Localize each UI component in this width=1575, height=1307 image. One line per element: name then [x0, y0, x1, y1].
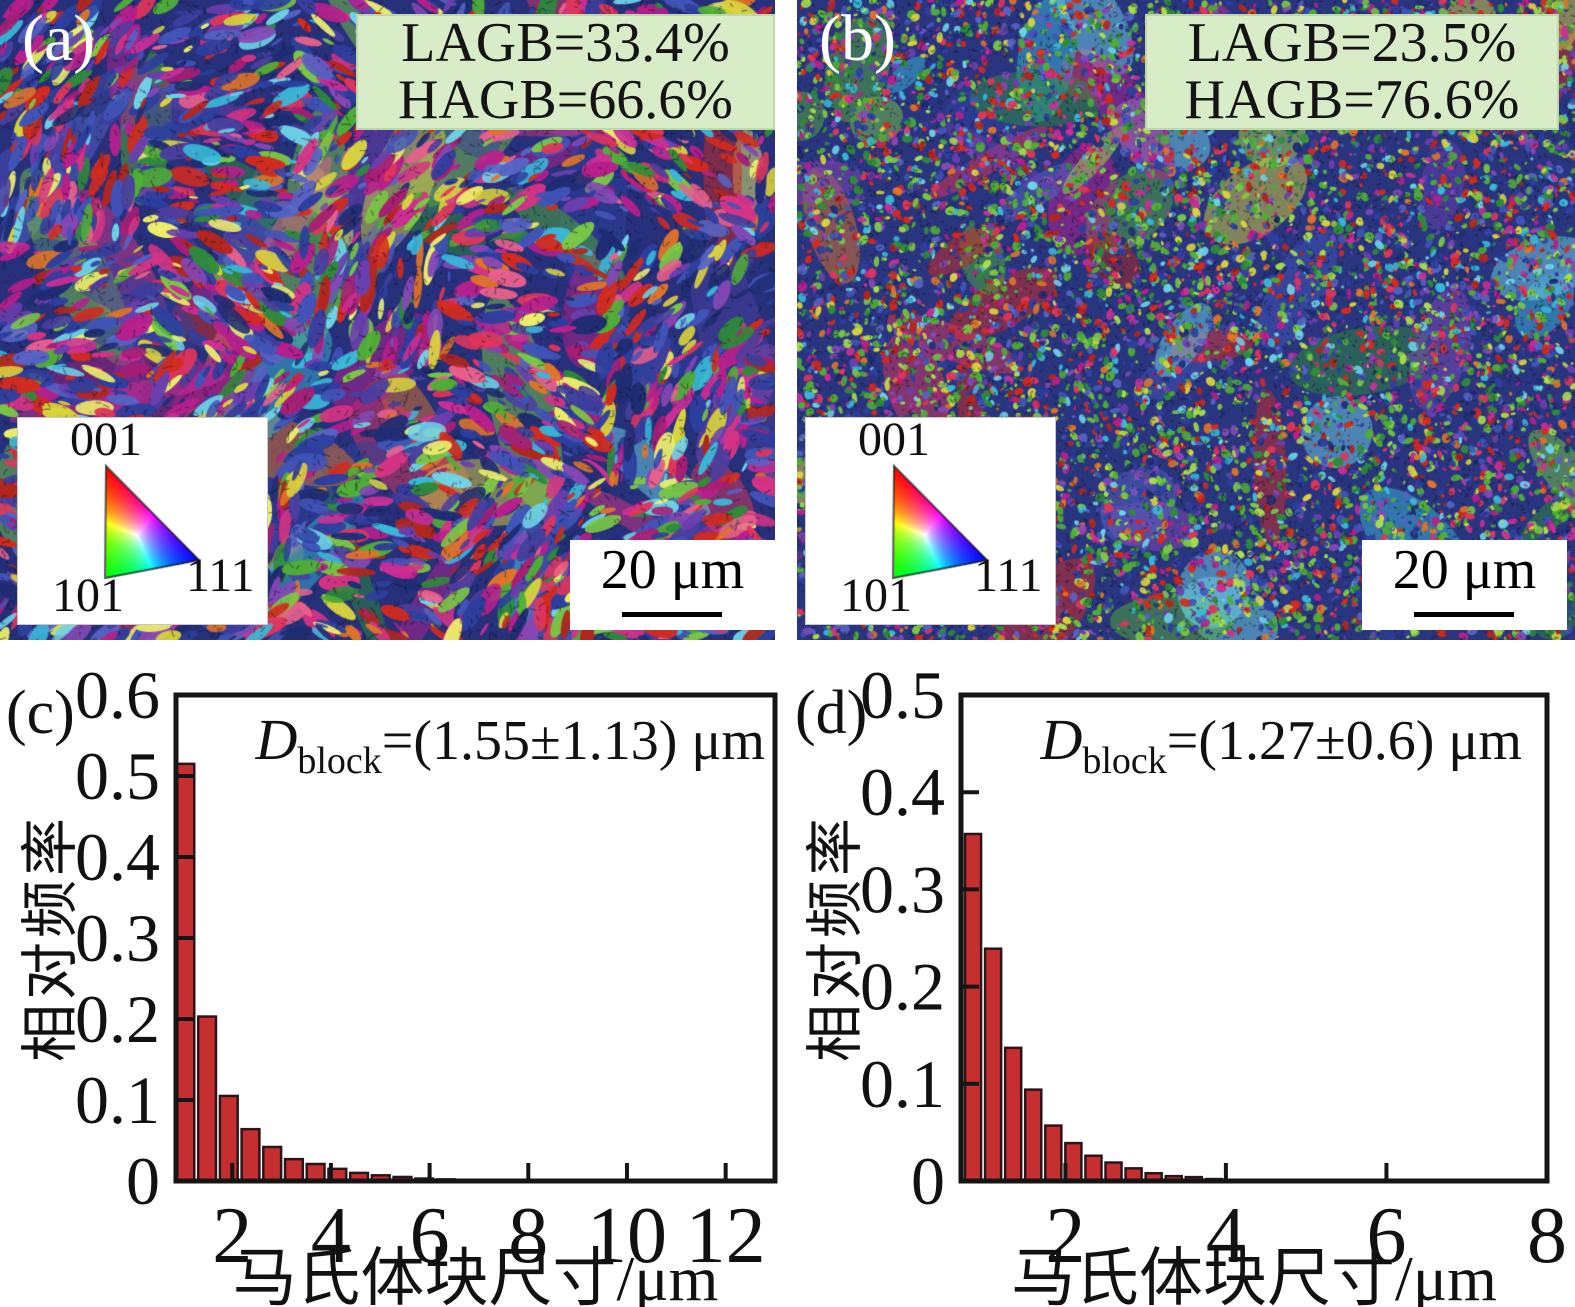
x-tick-label: 6	[410, 1192, 450, 1280]
panel-label-c: (c)	[6, 679, 75, 747]
panel-label-a: (a)	[22, 2, 96, 75]
y-tick-label: 0.4	[75, 819, 160, 895]
ipf-label-001: 001	[70, 413, 142, 466]
histogram-bar	[1003, 1046, 1023, 1183]
histogram-bar	[262, 1145, 283, 1183]
y-tick-label: 0.4	[860, 754, 945, 830]
x-tick-label: 8	[508, 1192, 548, 1280]
ipf-color-triangle	[18, 418, 269, 626]
histogram-bar	[240, 1127, 261, 1183]
ebsd-panel-a: (a) LAGB=33.4% HAGB=66.6% 001 101 111 20…	[0, 0, 775, 640]
x-tick-label: 2	[1045, 1192, 1085, 1280]
ipf-label-111: 111	[974, 549, 1043, 602]
hagb-stat: HAGB=66.6%	[398, 69, 733, 131]
histogram-bar	[218, 1094, 239, 1183]
y-tick-label: 0.5	[75, 738, 160, 814]
x-tick-label: 2	[212, 1192, 252, 1280]
scale-bar-label: 20 μm	[600, 539, 745, 601]
ipf-label-101: 101	[52, 569, 124, 622]
y-tick-label: 0	[126, 1143, 160, 1219]
histogram-bar	[196, 1015, 218, 1183]
boundary-stats-box-b: LAGB=23.5% HAGB=76.6%	[1145, 14, 1559, 130]
y-tick-label: 0	[911, 1143, 945, 1219]
scale-bar-line	[622, 612, 722, 617]
y-tick-label: 0.3	[860, 851, 945, 927]
boundary-stats-box-a: LAGB=33.4% HAGB=66.6%	[356, 14, 775, 130]
x-tick-label: 6	[1366, 1192, 1406, 1280]
y-tick-label: 0.5	[860, 657, 945, 733]
lagb-stat: LAGB=33.4%	[401, 12, 730, 74]
panel-label-b: (b)	[819, 2, 896, 75]
panel-label-d: (d)	[795, 679, 867, 747]
y-axis-label: 相对频率	[18, 814, 83, 1062]
scale-bar-a: 20 μm	[570, 540, 775, 630]
hagb-stat: HAGB=76.6%	[1184, 69, 1520, 131]
y-tick-label: 0.2	[860, 949, 945, 1025]
ipf-legend-b: 001 101 111	[805, 413, 1057, 626]
ipf-color-triangle	[806, 418, 1057, 626]
histogram-bar	[175, 762, 196, 1183]
histogram-bar	[283, 1157, 305, 1183]
ebsd-panel-b: (b) LAGB=23.5% HAGB=76.6% 001 101 111 20…	[797, 0, 1575, 640]
histogram-c: (c) 2 4 6 8 10 12 00.10.20.30.40.50.6 马氏体块尺寸/μm 相…	[6, 657, 778, 1307]
histogram-bar	[1104, 1161, 1123, 1183]
y-tick-label: 0.6	[75, 657, 160, 733]
histogram-bar	[963, 832, 983, 1183]
histogram-bar	[1023, 1088, 1043, 1183]
y-tick-label: 0.1	[75, 1062, 160, 1138]
y-tick-label: 0.2	[75, 981, 160, 1057]
dblock-annotation: Dblock=(1.55±1.13) μm	[254, 707, 765, 782]
lagb-stat: LAGB=23.5%	[1187, 12, 1517, 74]
x-tick-label: 10	[587, 1192, 667, 1280]
x-tick-label: 12	[686, 1192, 766, 1280]
scale-bar-b: 20 μm	[1362, 540, 1567, 630]
ipf-label-101: 101	[840, 569, 912, 622]
plot-box	[958, 692, 1550, 1184]
scale-bar-label: 20 μm	[1392, 539, 1537, 601]
histogram-bar	[305, 1162, 326, 1183]
y-tick-label: 0.1	[860, 1046, 945, 1122]
ipf-label-111: 111	[186, 549, 255, 602]
histogram-d: (d) 2 4 6 8 0 0.1 0.2 0.3 0.4 0.5 马氏体块尺寸/μm 相对频率 Dblo…	[795, 657, 1567, 1307]
x-tick-label: 4	[311, 1192, 351, 1280]
histogram-bar	[1064, 1141, 1083, 1183]
ipf-legend-a: 001 101 111	[17, 413, 269, 626]
scale-bar-line	[1414, 612, 1514, 617]
dblock-annotation: Dblock=(1.27±0.6) μm	[1039, 707, 1522, 782]
x-axis-label: 马氏体块尺寸/μm	[233, 1243, 719, 1307]
y-tick-label: 0.3	[75, 900, 160, 976]
y-axis-label: 相对频率	[803, 814, 868, 1062]
x-axis-label: 马氏体块尺寸/μm	[1011, 1243, 1497, 1307]
histogram-bar	[1084, 1154, 1103, 1183]
ipf-label-001: 001	[858, 413, 930, 466]
histogram-bar	[983, 947, 1003, 1183]
x-tick-label: 4	[1206, 1192, 1246, 1280]
x-tick-label: 8	[1527, 1192, 1567, 1280]
histogram-bar	[1044, 1124, 1063, 1183]
